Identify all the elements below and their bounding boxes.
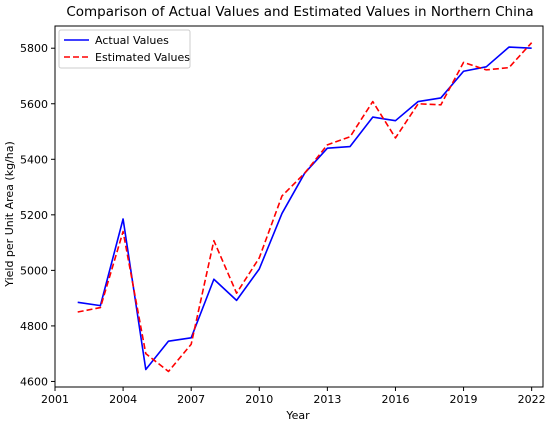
plot-area [77,42,533,373]
y-tick-label: 5400 [20,153,48,166]
x-tick-label: 2001 [41,393,69,406]
legend-label: Actual Values [95,34,169,47]
y-tick-label: 4800 [20,320,48,333]
legend-box [58,29,191,69]
plot-frame [54,25,544,388]
series-line-estimated [77,42,533,373]
y-tick-label: 4600 [20,375,48,388]
x-tick-label: 2022 [518,393,546,406]
legend: Actual Values Estimated Values [58,29,191,69]
x-tick-label: 2004 [109,393,137,406]
x-tick-label: 2010 [245,393,273,406]
chart-title: Comparison of Actual Values and Estimate… [66,4,533,20]
x-axis: 2001 2004 2007 2010 2013 2016 2019 2022 [41,387,546,406]
x-tick-label: 2016 [381,393,409,406]
x-tick-label: 2019 [450,393,478,406]
x-axis-title: Year [285,409,310,422]
y-tick-label: 5200 [20,209,48,222]
y-axis-title: Yield per Unit Area (kg/ha) [3,141,16,288]
x-tick-label: 2013 [313,393,341,406]
legend-label: Estimated Values [95,51,190,64]
y-tick-label: 5800 [20,42,48,55]
series-line-actual [77,46,532,371]
y-axis: 4600 4800 5000 5200 5400 5600 5800 [20,42,55,388]
y-tick-label: 5600 [20,98,48,111]
y-tick-label: 5000 [20,264,48,277]
x-tick-label: 2007 [177,393,205,406]
